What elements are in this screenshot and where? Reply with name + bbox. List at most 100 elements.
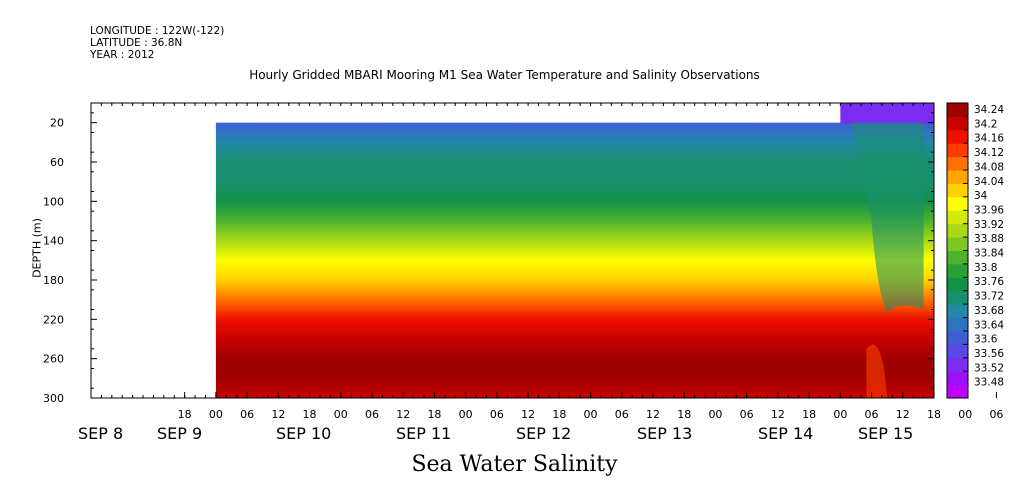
- colorbar-label: 34.08: [974, 161, 1004, 173]
- salinity-field: [215, 122, 934, 399]
- x-tick-label: 12: [646, 408, 660, 421]
- colorbar-swatch: [947, 170, 968, 184]
- colorbar-swatch: [947, 250, 968, 265]
- chart-title: Hourly Gridded MBARI Mooring M1 Sea Wate…: [249, 68, 760, 82]
- x-tick-label: 00: [833, 408, 847, 421]
- colorbar-label: 33.8: [974, 262, 997, 274]
- colorbar-swatch: [947, 143, 968, 158]
- y-tick-label: 100: [43, 195, 64, 208]
- x-day-label: SEP 14: [758, 424, 813, 443]
- colorbar-swatch: [947, 103, 968, 117]
- x-tick-label: 00: [584, 408, 598, 421]
- colorbar-swatch: [947, 116, 968, 131]
- x-tick-label: 00: [334, 408, 348, 421]
- colorbar-swatch: [947, 357, 968, 372]
- colorbar-label: 33.84: [974, 248, 1004, 260]
- colorbar-swatch: [947, 317, 968, 332]
- colorbar-swatch: [947, 263, 968, 278]
- x-tick-label: 18: [552, 408, 566, 421]
- x-day-label: SEP 12: [516, 424, 571, 443]
- colorbar-label: 34.2: [974, 118, 997, 130]
- x-tick-label: 12: [396, 408, 410, 421]
- colorbar-label: 34.16: [974, 133, 1004, 145]
- x-tick-label: 06: [615, 408, 629, 421]
- x-tick-label: 12: [771, 408, 785, 421]
- colorbar-swatch: [947, 237, 968, 251]
- x-tick-label: 06: [989, 408, 1003, 421]
- colorbar-swatch: [947, 330, 968, 345]
- colorbar-swatch: [947, 156, 968, 171]
- colorbar-label: 33.6: [974, 334, 998, 346]
- y-tick-label: 20: [50, 117, 64, 130]
- x-day-label: SEP 11: [396, 424, 451, 443]
- x-day-label: SEP 9: [157, 424, 202, 443]
- sep15-event-overlay: [840, 103, 934, 398]
- colorbar-swatch: [947, 304, 968, 319]
- colorbar-swatch: [947, 210, 968, 225]
- colorbar-label: 33.76: [974, 276, 1004, 288]
- colorbar-label: 33.88: [974, 233, 1004, 245]
- x-day-label: SEP 15: [858, 424, 913, 443]
- colorbar-swatch: [947, 344, 968, 359]
- longitude-label: LONGITUDE : 122W(-122): [90, 25, 225, 37]
- colorbar-label: 33.68: [974, 305, 1004, 317]
- colorbar-label: 33.56: [974, 348, 1004, 360]
- colorbar-swatch: [947, 223, 968, 238]
- x-tick-label: 06: [365, 408, 379, 421]
- colorbar-label: 34: [974, 190, 988, 202]
- x-day-label: SEP 8: [78, 424, 123, 443]
- y-tick-label: 260: [43, 353, 64, 366]
- x-tick-label: 18: [427, 408, 441, 421]
- x-day-label: SEP 10: [276, 424, 331, 443]
- x-tick-label: 12: [271, 408, 285, 421]
- colorbar-swatch: [947, 384, 968, 399]
- colorbar-swatch: [947, 196, 968, 211]
- y-tick-label: 140: [43, 235, 64, 248]
- y-tick-label: 220: [43, 313, 64, 326]
- y-tick-label: 180: [43, 274, 64, 287]
- variable-name: Sea Water Salinity: [411, 452, 618, 477]
- surface-patch: [840, 103, 934, 124]
- footer-row: Sea Water Salinity: [0, 452, 1009, 477]
- upwelling-plume: [850, 122, 924, 314]
- x-tick-label: 00: [708, 408, 722, 421]
- colorbar-swatch: [947, 371, 968, 386]
- x-tick-label: 06: [865, 408, 879, 421]
- colorbar-label: 33.48: [974, 377, 1004, 389]
- colorbar-swatch: [947, 277, 968, 292]
- x-tick-label: 18: [303, 408, 317, 421]
- colorbar-label: 33.64: [974, 319, 1004, 331]
- y-tick-label: 60: [50, 156, 64, 169]
- x-tick-label: 06: [490, 408, 504, 421]
- colorbar-label: 33.92: [974, 219, 1004, 231]
- colorbar: 34.24 34.2 34.16 34.12 34.08 34.04 34 33.96 33.9…: [946, 102, 1004, 399]
- colorbar-label: 33.52: [974, 362, 1004, 374]
- x-tick-label: 00: [459, 408, 473, 421]
- colorbar-swatch: [947, 183, 968, 198]
- x-tick-label: 18: [927, 408, 941, 421]
- chart-title-row: Hourly Gridded MBARI Mooring M1 Sea Wate…: [0, 68, 1009, 82]
- colorbar-label: 34.24: [974, 104, 1004, 116]
- x-tick-label: 00: [958, 408, 972, 421]
- y-tick-label: 300: [43, 392, 64, 405]
- x-tick-label: 12: [896, 408, 910, 421]
- colorbar-label: 34.04: [974, 176, 1004, 188]
- x-tick-label: 18: [677, 408, 691, 421]
- plot-area: [215, 103, 934, 399]
- deep-warm-anomaly: [866, 344, 888, 398]
- colorbar-label: 33.96: [974, 204, 1004, 216]
- x-tick-label: 18: [802, 408, 816, 421]
- colorbar-swatch: [947, 290, 968, 305]
- x-tick-label: 18: [178, 408, 192, 421]
- latitude-label: LATITUDE : 36.8N: [90, 37, 183, 49]
- x-tick-label: 12: [521, 408, 535, 421]
- x-tick-label: 06: [740, 408, 754, 421]
- colorbar-swatch: [947, 129, 968, 144]
- year-label: YEAR : 2012: [90, 49, 155, 61]
- colorbar-label: 33.72: [974, 291, 1004, 303]
- colorbar-label: 34.12: [974, 147, 1004, 159]
- axes: 18 00 06 12 18 00 06 12 18 00 06 12 18 00 06 12 18 00 06 12…: [43, 102, 1003, 443]
- x-tick-label: 00: [209, 408, 223, 421]
- x-tick-label: 06: [240, 408, 254, 421]
